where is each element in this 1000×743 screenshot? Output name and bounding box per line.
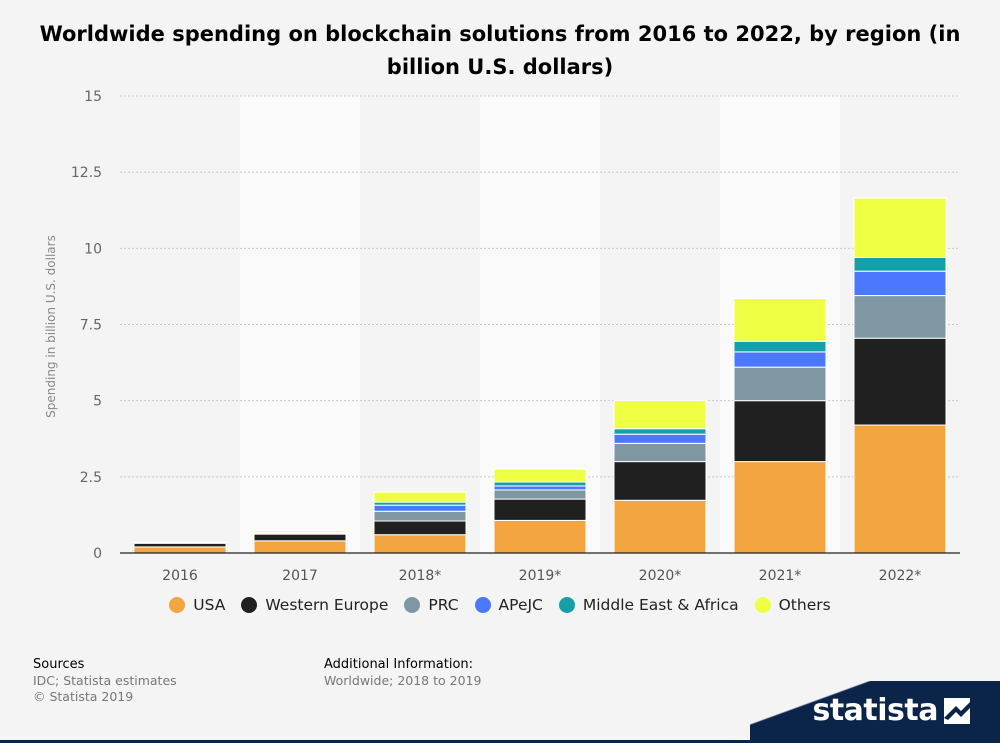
additional-info-line: Worldwide; 2018 to 2019	[324, 673, 482, 688]
bar-segment[interactable]	[613, 442, 707, 463]
bar-segment[interactable]	[613, 461, 707, 501]
additional-info-heading: Additional Information:	[324, 657, 474, 672]
bar-segment[interactable]	[253, 533, 347, 542]
x-tick-label: 2016	[162, 568, 198, 584]
bar-segment[interactable]	[253, 540, 347, 554]
bottom-rule	[0, 740, 1000, 743]
legend-swatch	[558, 597, 575, 613]
bar-segment[interactable]	[133, 546, 227, 554]
bar-segment[interactable]	[853, 295, 947, 339]
legend-label: APeJC	[498, 596, 543, 614]
x-tick-label: 2022*	[879, 568, 922, 584]
bar-segment[interactable]	[853, 270, 947, 297]
legend-item[interactable]: Middle East & Africa	[558, 596, 739, 614]
y-tick-label: 5	[93, 394, 102, 410]
legend-item[interactable]: APeJC	[474, 596, 543, 614]
bar-segment[interactable]	[493, 498, 587, 521]
y-tick-label: 7.5	[80, 318, 102, 334]
bar-segment[interactable]	[853, 337, 947, 426]
bar-segment[interactable]	[613, 499, 707, 554]
x-tick-label: 2018*	[399, 568, 442, 584]
sources-heading: Sources	[33, 657, 85, 672]
legend-swatch	[241, 597, 258, 613]
y-tick-label: 0	[93, 546, 102, 562]
chart-title: Worldwide spending on blockchain solutio…	[39, 22, 961, 79]
legend-item[interactable]: Others	[754, 596, 831, 614]
x-tick-label: 2021*	[759, 568, 802, 584]
bar-segment[interactable]	[853, 197, 947, 258]
y-tick-label: 10	[84, 241, 102, 257]
y-tick-label: 15	[84, 89, 102, 105]
bar-segment[interactable]	[493, 519, 587, 554]
legend-item[interactable]: Western Europe	[241, 596, 388, 614]
bar-segment[interactable]	[733, 340, 827, 353]
bar-segment[interactable]	[733, 461, 827, 554]
legend-label: USA	[193, 596, 226, 614]
bar-segment[interactable]	[373, 504, 467, 512]
legend-swatch	[754, 597, 771, 613]
legend-label: Others	[778, 596, 831, 614]
chart-plot: 0 2.5 5 7.5 10 12.5 15 2016 2017 2018* 2019* 2020* 2…	[44, 89, 960, 584]
statista-wordmark: statista	[812, 693, 938, 728]
legend-swatch	[169, 597, 186, 613]
bar-segment[interactable]	[853, 256, 947, 272]
sources-block: Sources IDC; Statista estimates © Statis…	[33, 657, 177, 705]
y-tick-label: 2.5	[80, 470, 102, 486]
legend-swatch	[404, 597, 421, 613]
legend-swatch	[474, 597, 491, 613]
bar-segment[interactable]	[493, 489, 587, 500]
bar-segment[interactable]	[733, 400, 827, 463]
y-tick-label: 12.5	[71, 165, 102, 181]
legend-label: Middle East & Africa	[582, 596, 739, 614]
bar-segment[interactable]	[613, 428, 707, 435]
bar-segment[interactable]	[373, 491, 467, 503]
bar-segment[interactable]	[373, 510, 467, 522]
x-tick-label: 2020*	[639, 568, 682, 584]
bar-segment[interactable]	[493, 485, 587, 491]
bar-segment[interactable]	[613, 400, 707, 430]
bar-segment[interactable]	[733, 351, 827, 368]
bar-segment[interactable]	[733, 366, 827, 402]
bar-segment[interactable]	[133, 542, 227, 548]
x-tick-label: 2019*	[519, 568, 562, 584]
bar-segment[interactable]	[733, 298, 827, 342]
bar-segment[interactable]	[493, 468, 587, 483]
chart-legend: USA Western Europe PRC APeJC Middle East & A…	[0, 596, 1000, 614]
legend-item[interactable]: USA	[169, 596, 225, 614]
legend-label: Western Europe	[265, 596, 389, 614]
statista-logo[interactable]: statista	[750, 681, 1000, 743]
copyright-line: © Statista 2019	[33, 689, 134, 704]
x-tick-label: 2017	[282, 568, 318, 584]
sources-line: IDC; Statista estimates	[33, 673, 177, 688]
bar-segment[interactable]	[613, 433, 707, 444]
y-axis-label: Spending in billion U.S. dollars	[44, 235, 58, 418]
legend-item[interactable]: PRC	[404, 596, 459, 614]
bar-segment[interactable]	[853, 424, 947, 554]
bar-segment[interactable]	[253, 530, 347, 533]
legend-label: PRC	[428, 596, 459, 614]
statista-logo-icon	[944, 698, 970, 724]
additional-info-block: Additional Information: Worldwide; 2018 …	[324, 657, 481, 689]
bar-segment[interactable]	[373, 534, 467, 554]
bar-segment[interactable]	[373, 520, 467, 536]
bar-segment[interactable]	[493, 481, 587, 487]
